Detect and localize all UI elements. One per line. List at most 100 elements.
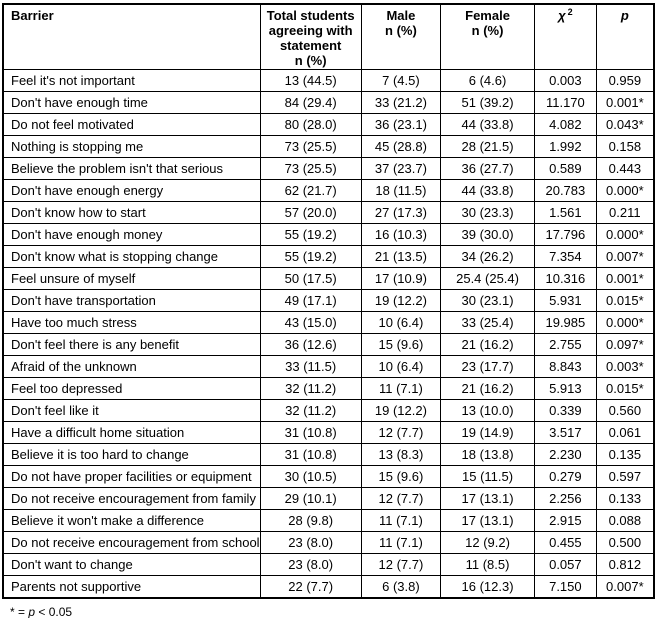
col-header-male-line1: Male: [386, 8, 416, 23]
cell-barrier: Do not receive encouragement from school: [2, 531, 261, 554]
cell-p: 0.000*: [595, 179, 655, 202]
cell-female: 30 (23.3): [440, 201, 536, 224]
cell-female: 44 (33.8): [440, 179, 536, 202]
cell-p: 0.088: [595, 509, 655, 532]
cell-total: 23 (8.0): [259, 531, 362, 554]
cell-barrier: Feel unsure of myself: [2, 267, 261, 290]
cell-female: 36 (27.7): [440, 157, 536, 180]
cell-female: 17 (13.1): [440, 487, 536, 510]
cell-chi2: 2.230: [534, 443, 597, 466]
cell-barrier: Don't have enough time: [2, 91, 261, 114]
cell-chi2: 1.561: [534, 201, 597, 224]
cell-total: 84 (29.4): [259, 91, 362, 114]
cell-p: 0.597: [595, 465, 655, 488]
cell-female: 33 (25.4): [440, 311, 536, 334]
cell-barrier: Don't have transportation: [2, 289, 261, 312]
cell-barrier: Feel too depressed: [2, 377, 261, 400]
cell-male: 33 (21.2): [360, 91, 442, 114]
cell-female: 15 (11.5): [440, 465, 536, 488]
table-row: Don't feel there is any benefit 36 (12.6)…: [2, 333, 655, 356]
cell-chi2: 0.003: [534, 69, 597, 92]
cell-female: 12 (9.2): [440, 531, 536, 554]
cell-barrier: Feel it's not important: [2, 69, 261, 92]
cell-p: 0.061: [595, 421, 655, 444]
table-row: Have a difficult home situation 31 (10.8)…: [2, 421, 655, 444]
cell-female: 28 (21.5): [440, 135, 536, 158]
table-row: Afraid of the unknown 33 (11.5) 10 (6.4) 23…: [2, 355, 655, 378]
cell-p: 0.000*: [595, 311, 655, 334]
cell-barrier: Do not feel motivated: [2, 113, 261, 136]
cell-male: 11 (7.1): [360, 509, 442, 532]
cell-chi2: 7.354: [534, 245, 597, 268]
cell-p: 0.211: [595, 201, 655, 224]
cell-male: 6 (3.8): [360, 575, 442, 598]
table-row: Feel it's not important 13 (44.5) 7 (4.5) 6…: [2, 69, 655, 92]
cell-chi2: 19.985: [534, 311, 597, 334]
cell-female: 25.4 (25.4): [440, 267, 536, 290]
cell-barrier: Afraid of the unknown: [2, 355, 261, 378]
cell-female: 21 (16.2): [440, 333, 536, 356]
table-row: Believe it is too hard to change 31 (10.8…: [2, 443, 655, 466]
cell-p: 0.097*: [595, 333, 655, 356]
col-header-total-line1: Total students: [266, 8, 355, 23]
cell-male: 19 (12.2): [360, 289, 442, 312]
cell-chi2: 2.915: [534, 509, 597, 532]
barriers-table: Barrier Total students agreeing with sta…: [2, 3, 655, 599]
cell-total: 28 (9.8): [259, 509, 362, 532]
cell-chi2: 0.455: [534, 531, 597, 554]
cell-female: 39 (30.0): [440, 223, 536, 246]
cell-p: 0.500: [595, 531, 655, 554]
col-header-total-line4: n (%): [294, 53, 327, 68]
cell-p: 0.043*: [595, 113, 655, 136]
cell-chi2: 8.843: [534, 355, 597, 378]
cell-female: 34 (26.2): [440, 245, 536, 268]
cell-total: 22 (7.7): [259, 575, 362, 598]
cell-male: 21 (13.5): [360, 245, 442, 268]
cell-male: 12 (7.7): [360, 487, 442, 510]
cell-barrier: Don't have enough money: [2, 223, 261, 246]
cell-male: 15 (9.6): [360, 465, 442, 488]
cell-barrier: Have a difficult home situation: [2, 421, 261, 444]
cell-p: 0.001*: [595, 267, 655, 290]
table-row: Nothing is stopping me 73 (25.5) 45 (28.8)…: [2, 135, 655, 158]
cell-barrier: Don't know how to start: [2, 201, 261, 224]
cell-female: 17 (13.1): [440, 509, 536, 532]
cell-female: 21 (16.2): [440, 377, 536, 400]
table-row: Believe it won't make a difference 28 (9.…: [2, 509, 655, 532]
cell-chi2: 17.796: [534, 223, 597, 246]
cell-male: 36 (23.1): [360, 113, 442, 136]
cell-barrier: Don't have enough energy: [2, 179, 261, 202]
cell-total: 62 (21.7): [259, 179, 362, 202]
cell-female: 13 (10.0): [440, 399, 536, 422]
cell-total: 29 (10.1): [259, 487, 362, 510]
cell-p: 0.135: [595, 443, 655, 466]
cell-female: 51 (39.2): [440, 91, 536, 114]
footnote-p-symbol: p: [28, 604, 36, 618]
cell-chi2: 2.256: [534, 487, 597, 510]
cell-p: 0.158: [595, 135, 655, 158]
cell-barrier: Don't want to change: [2, 553, 261, 576]
cell-barrier: Believe it is too hard to change: [2, 443, 261, 466]
footnote-suffix: < 0.05: [35, 604, 73, 618]
col-header-male: Male n (%): [360, 3, 442, 70]
cell-male: 7 (4.5): [360, 69, 442, 92]
table-row: Feel too depressed 32 (11.2) 11 (7.1) 21 (1…: [2, 377, 655, 400]
cell-total: 36 (12.6): [259, 333, 362, 356]
cell-p: 0.959: [595, 69, 655, 92]
table-row: Don't want to change 23 (8.0) 12 (7.7) 11 (…: [2, 553, 655, 576]
table-row: Have too much stress 43 (15.0) 10 (6.4) 33 …: [2, 311, 655, 334]
table-row: Do not feel motivated 80 (28.0) 36 (23.1) 4…: [2, 113, 655, 136]
cell-female: 19 (14.9): [440, 421, 536, 444]
cell-female: 23 (17.7): [440, 355, 536, 378]
cell-male: 37 (23.7): [360, 157, 442, 180]
cell-total: 23 (8.0): [259, 553, 362, 576]
cell-chi2: 0.339: [534, 399, 597, 422]
cell-male: 10 (6.4): [360, 311, 442, 334]
cell-female: 6 (4.6): [440, 69, 536, 92]
table-row: Don't have enough money 55 (19.2) 16 (10.3…: [2, 223, 655, 246]
cell-chi2: 4.082: [534, 113, 597, 136]
cell-male: 13 (8.3): [360, 443, 442, 466]
cell-total: 50 (17.5): [259, 267, 362, 290]
